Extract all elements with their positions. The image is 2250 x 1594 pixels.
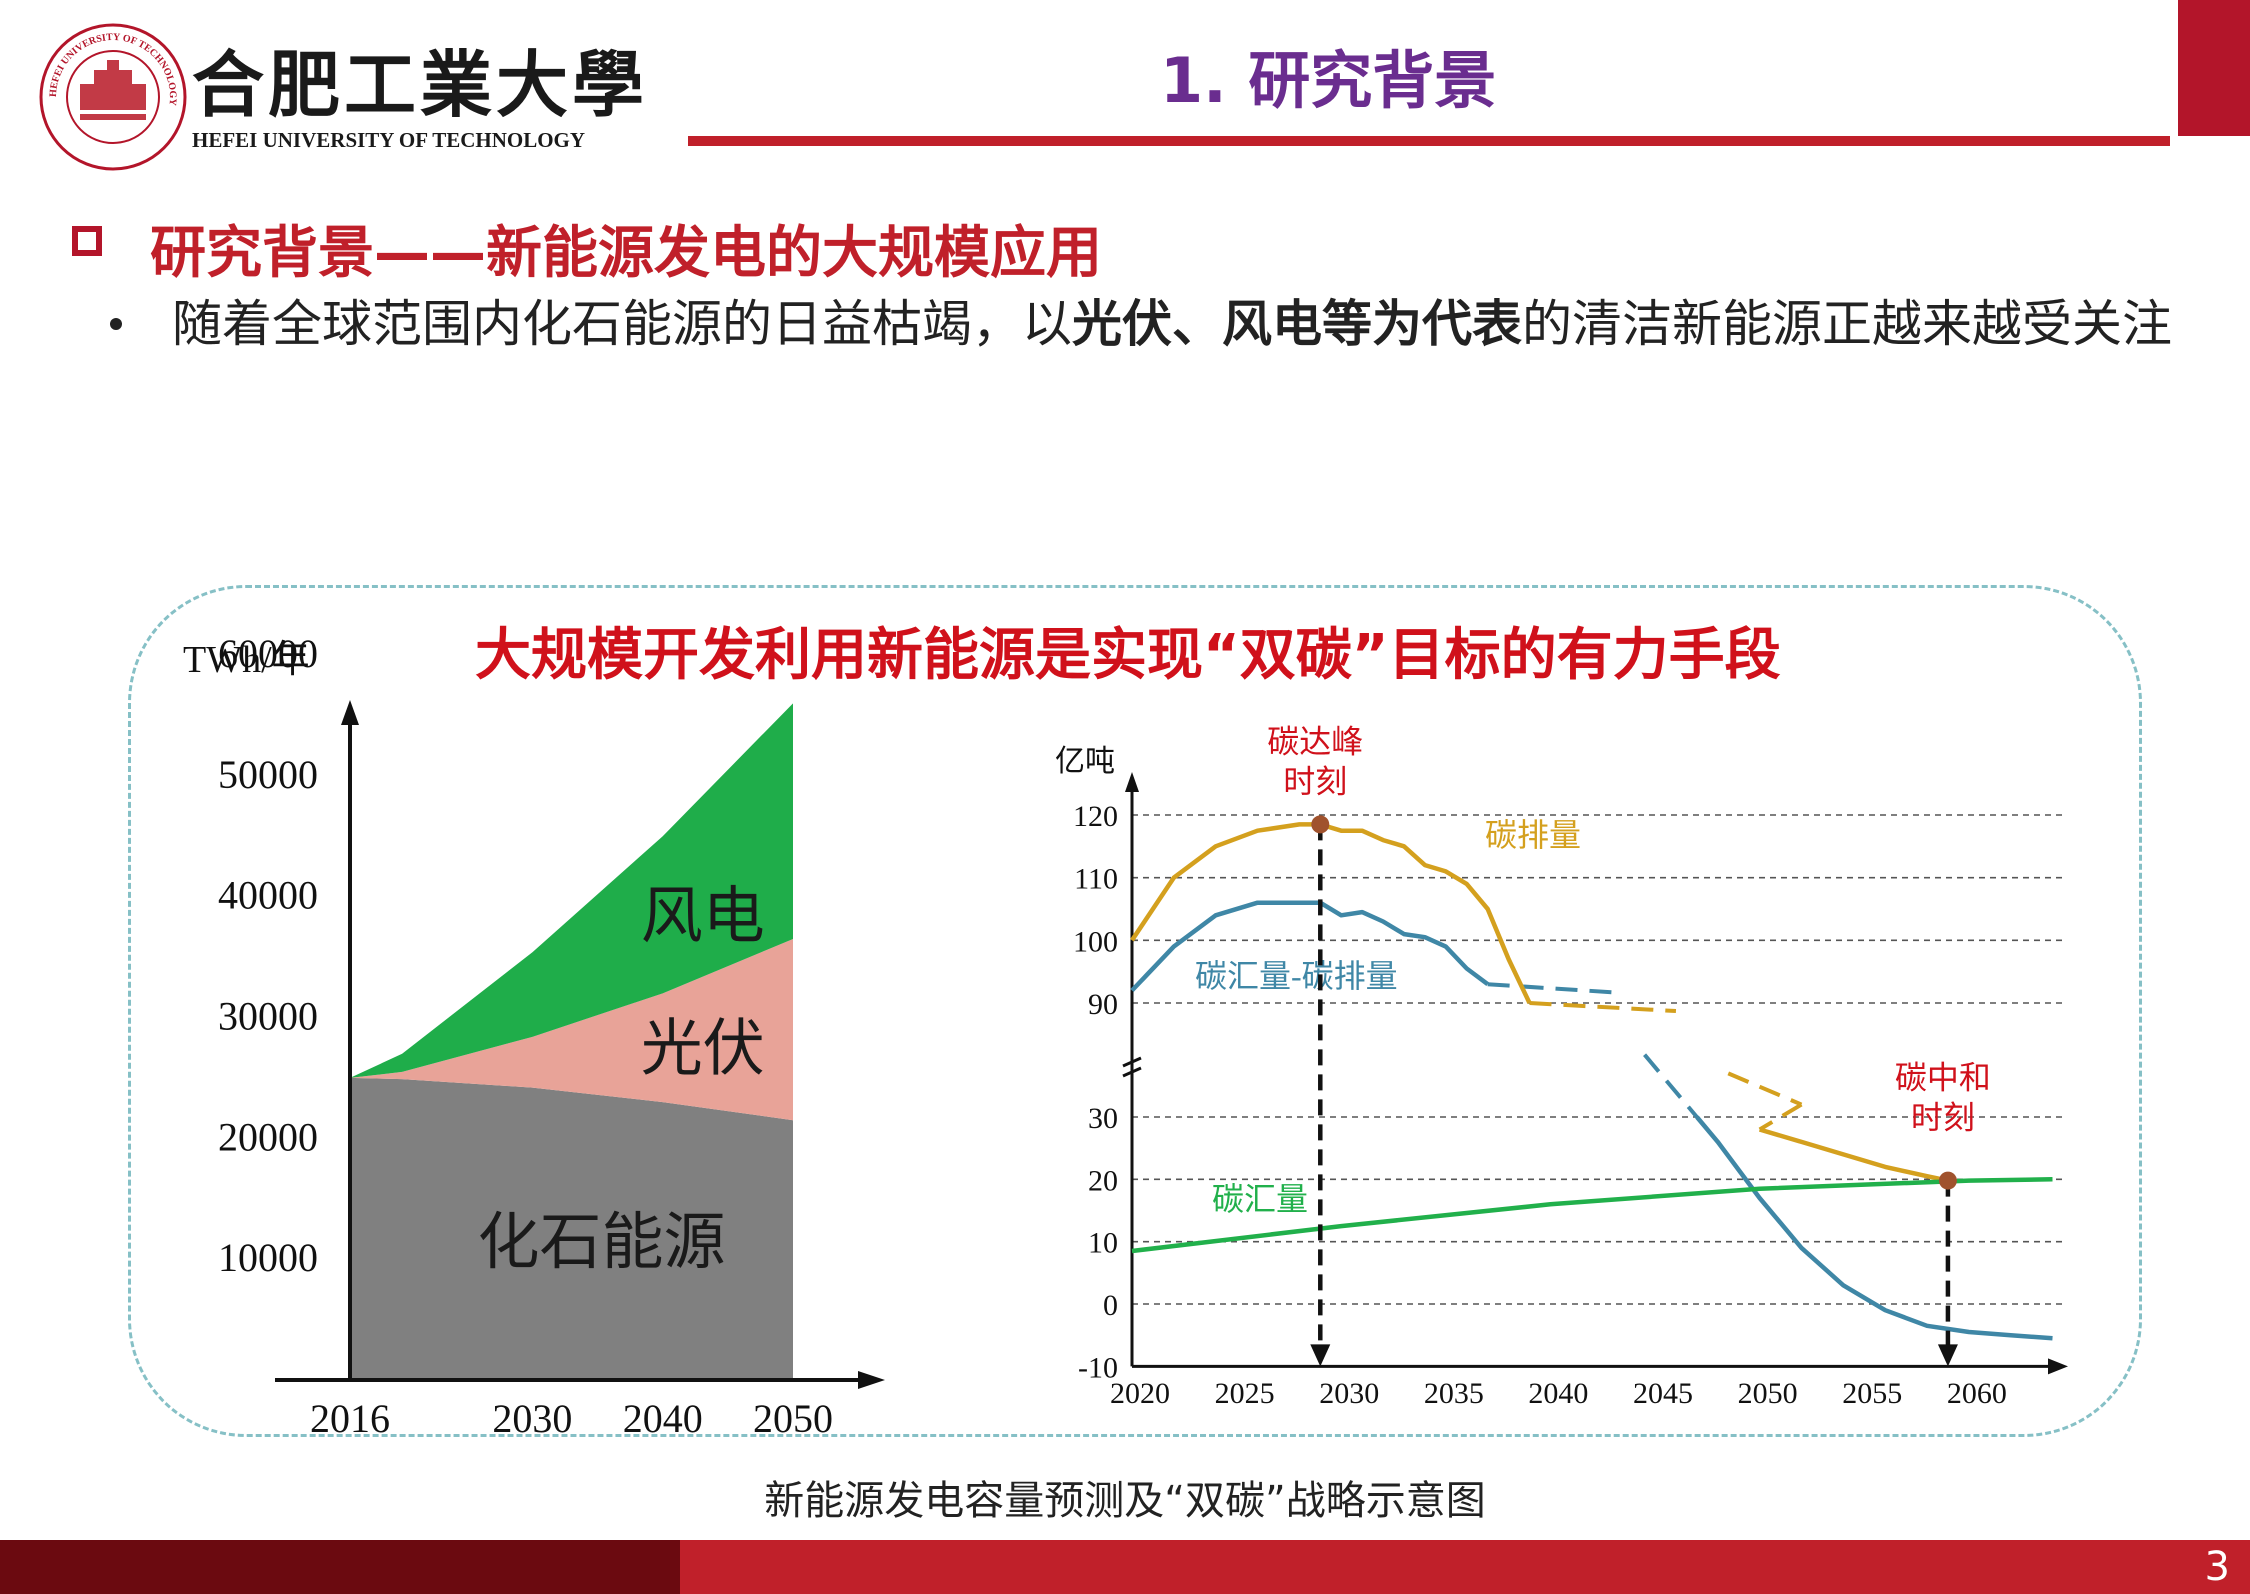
series-line-1: [1758, 1127, 1949, 1183]
header-corner-tab: [2178, 0, 2250, 136]
area-label-1: 光伏: [641, 1016, 765, 1084]
series-label-0: 碳排量: [1485, 817, 1581, 853]
x-axis-arrow: [2048, 1358, 2068, 1375]
series-line-0: [1130, 822, 1532, 1004]
bullet-dot-icon: [110, 318, 122, 330]
x-tick-label: 2030: [1319, 1377, 1379, 1410]
annotation-label-1-line1: 碳中和: [1895, 1060, 1991, 1096]
annotation-arrow-1: [1937, 1344, 1958, 1367]
annotation-marker-0: [1311, 815, 1330, 834]
annotation-label-0-line2: 时刻: [1283, 763, 1347, 799]
annotation-label-1-line2: 时刻: [1911, 1100, 1975, 1136]
area-label-0: 化石能源: [477, 1209, 725, 1277]
series-label-2: 碳汇量-碳排量: [1195, 958, 1398, 994]
x-tick-label: 2050: [753, 1396, 833, 1441]
x-tick-label: 2040: [623, 1396, 703, 1441]
section-heading: 研究背景——新能源发电的大规模应用: [150, 221, 1102, 286]
page-number: 3: [2204, 1544, 2230, 1590]
x-tick-label: 2045: [1633, 1377, 1693, 1410]
y-tick-label: 40000: [218, 873, 318, 918]
university-name-cn: 合肥工業大學: [192, 42, 649, 127]
y-tick-label: 120: [1073, 800, 1118, 833]
y-tick-label: 30: [1088, 1102, 1118, 1135]
figure-heading: 大规模开发利用新能源是实现“双碳”目标的有力手段: [475, 623, 1781, 688]
x-axis-arrow: [858, 1371, 885, 1389]
area-2: [350, 703, 793, 1078]
y-tick-label: 30000: [218, 994, 318, 1039]
area-1: [350, 938, 793, 1121]
x-tick-label: 2040: [1528, 1377, 1588, 1410]
bullet-text-part1: 随着全球范围内化石能源的日益枯竭，以: [172, 295, 1072, 353]
axis-break-mark: [1122, 1056, 1142, 1078]
figure-caption: 新能源发电容量预测及“双碳”战略示意图: [764, 1478, 1486, 1524]
footer-bar-red: [680, 1540, 2250, 1594]
y-tick-label: 10000: [218, 1235, 318, 1280]
net-forecast-dash: [1487, 982, 1614, 995]
x-tick-label: 2025: [1215, 1377, 1275, 1410]
y-axis-arrow: [341, 700, 359, 725]
x-tick-label: 2030: [492, 1396, 572, 1441]
net-forecast-dash-2: [1643, 1053, 1699, 1119]
bullet-text: 随着全球范围内化石能源的日益枯竭，以光伏、风电等为代表的清洁新能源正越来越受关注: [172, 284, 2222, 364]
annotation-arrow-0: [1310, 1344, 1331, 1367]
university-seal-logo: HEFEI UNIVERSITY OF TECHNOLOGY: [39, 23, 187, 171]
y-tick-label: 100: [1073, 925, 1118, 958]
footer-bar-dark: [0, 1540, 680, 1594]
slide-title: 1. 研究背景: [1160, 44, 1497, 117]
y-tick-label: 60000: [218, 631, 318, 676]
y-tick-label: 90: [1088, 988, 1118, 1021]
y-axis-arrow: [1125, 772, 1139, 792]
x-tick-label: 2020: [1110, 1377, 1170, 1410]
x-tick-label: 2060: [1947, 1377, 2007, 1410]
y-axis-unit: TWh/年: [183, 639, 310, 681]
area-0: [350, 1077, 793, 1380]
y-axis-unit: 亿吨: [1055, 745, 1115, 778]
series-label-4: 碳汇量: [1212, 1181, 1308, 1217]
x-tick-label: 2035: [1424, 1377, 1484, 1410]
section-square-marker: [72, 226, 102, 256]
series-line-2: [1130, 900, 1490, 993]
y-tick-label: 10: [1088, 1227, 1118, 1260]
x-tick-label: 2055: [1842, 1377, 1902, 1410]
university-name-en: HEFEI UNIVERSITY OF TECHNOLOGY: [192, 128, 586, 152]
y-tick-label: 20000: [218, 1114, 318, 1159]
annotation-marker-1: [1938, 1171, 1957, 1190]
x-tick-label: 2016: [310, 1396, 390, 1441]
y-tick-label: -10: [1078, 1351, 1118, 1384]
bullet-text-part2: 的清洁新能源正越来越受关注: [1522, 295, 2172, 353]
y-tick-label: 0: [1103, 1289, 1118, 1322]
emission-forecast-dash-2: [1727, 1071, 1803, 1107]
emission-forecast-dash-3: [1758, 1102, 1803, 1132]
x-tick-label: 2050: [1738, 1377, 1798, 1410]
y-tick-label: 20: [1088, 1164, 1118, 1197]
y-tick-label: 110: [1074, 863, 1118, 896]
series-line-3: [1695, 1115, 2053, 1341]
annotation-label-0-line1: 碳达峰: [1267, 723, 1363, 759]
figure-frame: [128, 585, 2142, 1437]
y-tick-label: 50000: [218, 752, 318, 797]
bullet-text-bold: 光伏、风电等为代表: [1072, 295, 1522, 353]
header-rule: [688, 136, 2170, 146]
emission-forecast-dash-1: [1529, 1001, 1677, 1014]
series-line-4: [1131, 1177, 2053, 1254]
area-label-2: 风电: [641, 883, 765, 951]
